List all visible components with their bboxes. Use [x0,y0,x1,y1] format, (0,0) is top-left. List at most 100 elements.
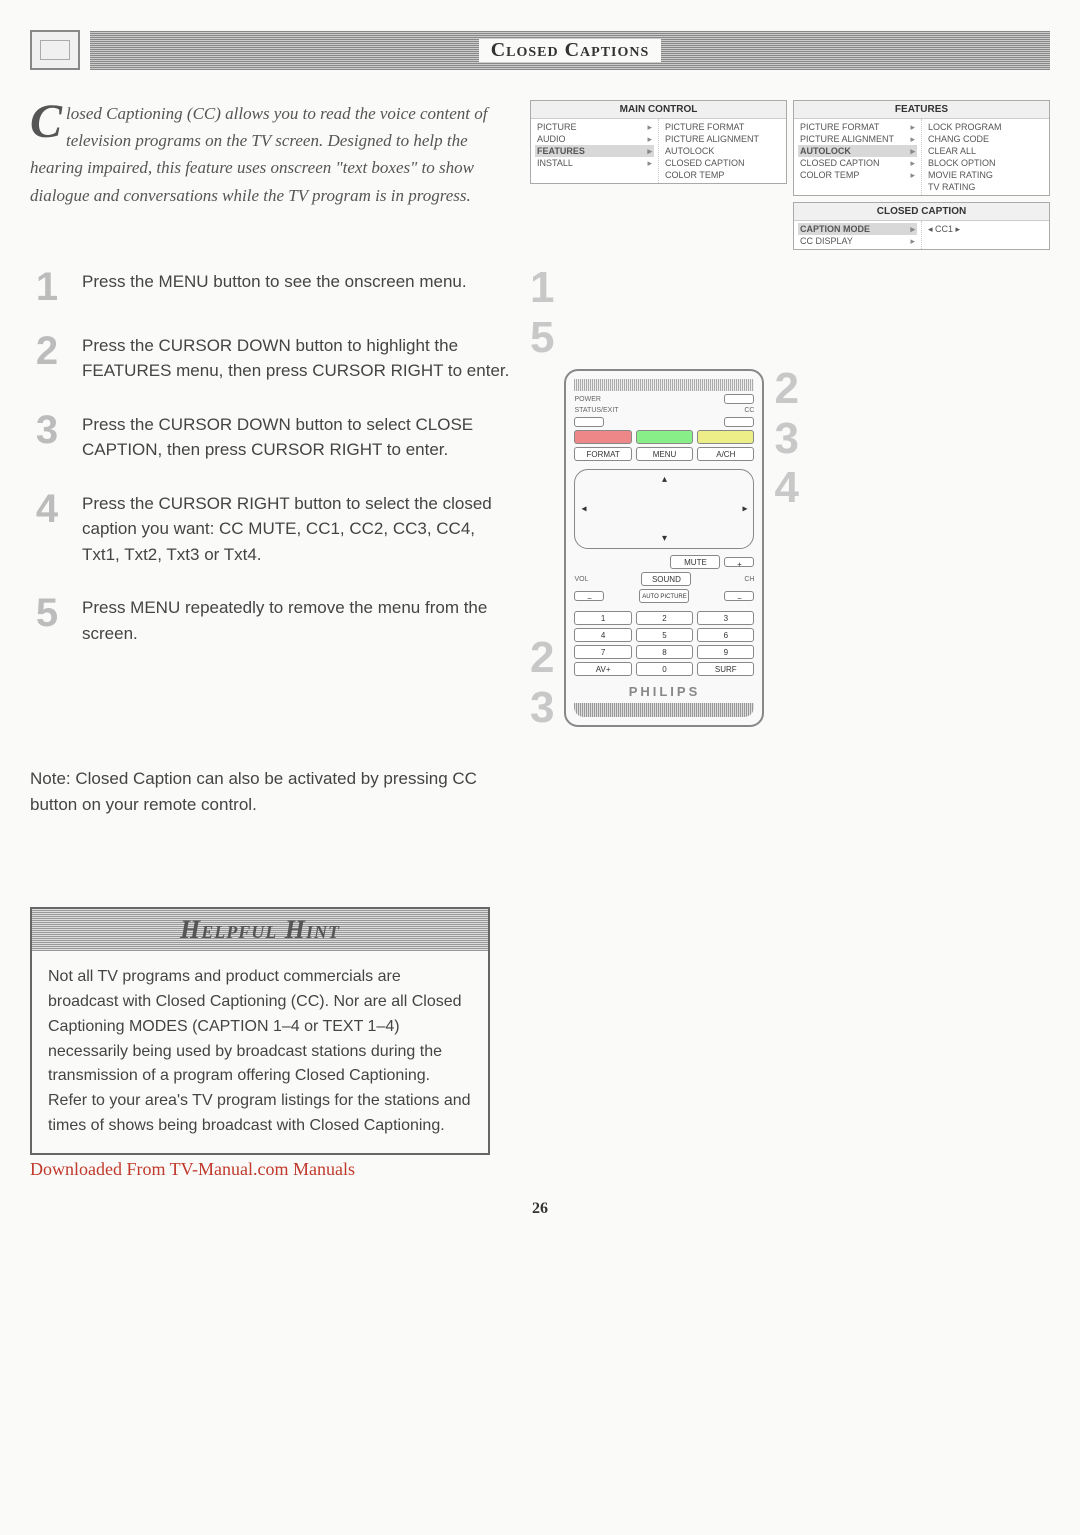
menu-item: PICTURE FORMAT▸ [798,121,917,133]
callout-numbers-left-bottom: 2 3 [530,638,554,727]
cursor-left-icon[interactable]: ◂ [581,504,586,515]
step-number: 4 [30,491,64,527]
step: 1 Press the MENU button to see the onscr… [30,269,510,305]
menu-item: MOVIE RATING [926,169,1045,181]
keypad-button[interactable]: 7 [574,645,631,659]
format-button[interactable]: FORMAT [574,447,631,461]
mute-button[interactable]: MUTE [670,555,720,569]
header-bar: Closed Captions [30,30,1050,70]
keypad-button[interactable]: 0 [636,662,693,676]
step-text: Press the CURSOR RIGHT button to select … [82,491,510,568]
steps-list: 1 Press the MENU button to see the onscr… [30,269,510,647]
callout-number: 3 [530,688,554,728]
callout-number: 2 [530,638,554,678]
keypad-button[interactable]: 9 [697,645,754,659]
power-button[interactable] [724,394,754,404]
ach-button[interactable]: A/CH [697,447,754,461]
step: 4 Press the CURSOR RIGHT button to selec… [30,491,510,568]
autopic-button[interactable]: AUTO PICTURE [639,589,689,603]
keypad-button[interactable]: 5 [636,628,693,642]
keypad-button[interactable]: 8 [636,645,693,659]
step-text: Press the CURSOR DOWN button to select C… [82,412,510,463]
hint-title: Helpful Hint [180,915,340,944]
keypad-button[interactable]: 1 [574,611,631,625]
menu-item: INSTALL▸ [535,157,654,169]
menu-item: CLOSED CAPTION▸ [798,157,917,169]
menu-item: TV RATING [926,181,1045,193]
keypad-button[interactable]: 6 [697,628,754,642]
callout-numbers-right: 2 3 4 [774,369,798,508]
menu-item: COLOR TEMP▸ [798,169,917,181]
cc-label: CC [744,407,754,414]
remote-control: POWER STATUS/EXIT CC [564,369,764,727]
menu-item: AUDIO▸ [535,133,654,145]
keypad-button[interactable]: AV+ [574,662,631,676]
section-icon [30,30,80,70]
step-number: 5 [30,595,64,631]
vol-label: VOL [574,576,588,583]
step-text: Press the CURSOR DOWN button to highligh… [82,333,510,384]
plus-button[interactable]: + [724,557,754,567]
intro-text: Closed Captioning (CC) allows you to rea… [30,100,510,209]
menu-item-selected: AUTOLOCK▸ [798,145,917,157]
minus-button[interactable]: − [724,591,754,601]
callout-numbers-left-top: 1 5 [530,268,554,357]
callout-number: 5 [530,318,554,358]
menu-closed-caption: CLOSED CAPTION CAPTION MODE▸ CC DISPLAY▸… [793,202,1050,250]
power-label: POWER [574,396,600,403]
page-title: Closed Captions [479,39,662,62]
hint-box: Helpful Hint Not all TV programs and pro… [30,907,490,1155]
menu-item: AUTOLOCK [663,145,782,157]
keypad-button[interactable]: 2 [636,611,693,625]
step-number: 1 [30,269,64,305]
menu-button[interactable]: MENU [636,447,693,461]
keypad-button[interactable]: 4 [574,628,631,642]
menu-item: CC DISPLAY▸ [798,235,917,247]
menu-item: PICTURE ALIGNMENT [663,133,782,145]
callout-number: 4 [774,468,798,508]
remote-strip [574,379,754,391]
menu-item-selected: FEATURES▸ [535,145,654,157]
status-button[interactable] [574,417,604,427]
step-text: Press MENU repeatedly to remove the menu… [82,595,510,646]
menu-item-selected: CAPTION MODE▸ [798,223,917,235]
hint-title-bar: Helpful Hint [32,909,488,951]
menu-main-control: MAIN CONTROL PICTURE▸ AUDIO▸ FEATURES▸ I… [530,100,787,184]
step: 3 Press the CURSOR DOWN button to select… [30,412,510,463]
cc-button[interactable] [724,417,754,427]
sound-button[interactable]: SOUND [641,572,691,586]
callout-number: 3 [774,419,798,459]
ch-label: CH [744,576,754,583]
cursor-down-icon[interactable]: ▾ [662,533,667,544]
step-number: 3 [30,412,64,448]
menu-item: ◂ CC1 ▸ [926,223,1045,236]
keypad-button[interactable]: SURF [697,662,754,676]
cursor-up-icon[interactable]: ▴ [662,474,667,485]
status-label: STATUS/EXIT [574,407,618,414]
step-text: Press the MENU button to see the onscree… [82,269,510,295]
menu-item: CHANG CODE [926,133,1045,145]
menu-item: LOCK PROGRAM [926,121,1045,133]
callout-number: 2 [774,369,798,409]
note-text: Note: Closed Caption can also be activat… [30,766,510,817]
step-number: 2 [30,333,64,369]
menu-item: CLOSED CAPTION [663,157,782,169]
keypad-button[interactable]: 3 [697,611,754,625]
color-button[interactable] [636,430,693,444]
minus-button[interactable]: − [574,591,604,601]
menu-title: MAIN CONTROL [531,101,786,119]
color-button[interactable] [697,430,754,444]
hint-body: Not all TV programs and product commerci… [32,951,488,1153]
watermark-link: Downloaded From TV-Manual.com Manuals [30,1159,510,1180]
step: 5 Press MENU repeatedly to remove the me… [30,595,510,646]
menu-title: FEATURES [794,101,1049,119]
intro-body: losed Captioning (CC) allows you to read… [30,104,488,205]
dropcap: C [30,100,62,143]
menu-features: FEATURES PICTURE FORMAT▸ PICTURE ALIGNME… [793,100,1050,196]
cursor-right-icon[interactable]: ▸ [742,504,747,515]
menu-item: PICTURE FORMAT [663,121,782,133]
color-button[interactable] [574,430,631,444]
menu-item: PICTURE ALIGNMENT▸ [798,133,917,145]
callout-number: 1 [530,268,554,308]
cursor-pad[interactable]: ▴ ▾ ◂ ▸ [574,469,754,549]
